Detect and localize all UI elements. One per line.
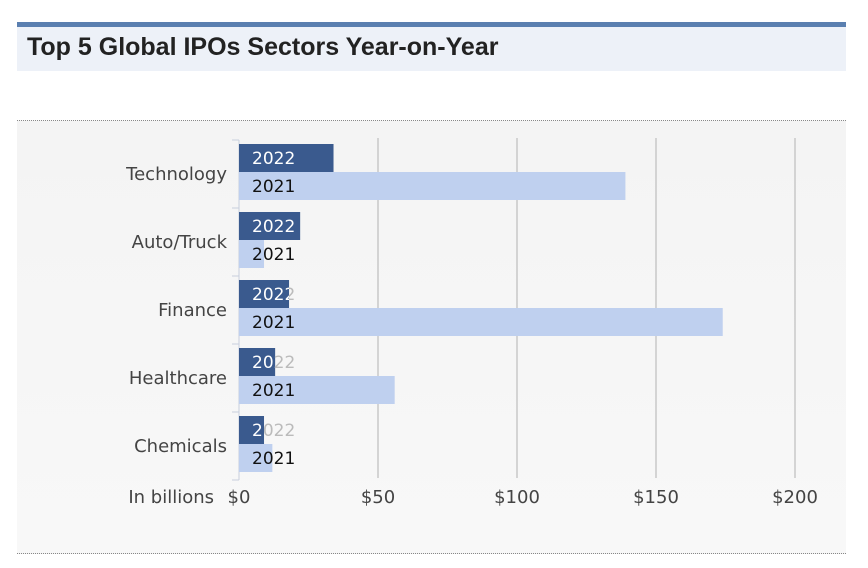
bar-label-2021-2: 2021 [252,313,295,333]
bar-label-2021-3: 2021 [252,381,295,401]
x-tick-label-0: $0 [228,487,251,508]
category-label-3: Healthcare [129,368,227,389]
bar-2022-3 [239,348,276,376]
bar-2022-0 [239,144,334,172]
category-label-4: Chemicals [134,436,227,457]
x-axis-title: In billions [128,487,214,508]
x-tick-label-2: $100 [494,487,540,508]
bar-2021-1 [239,240,265,268]
bar-label-2022-4: 2022 [252,421,295,441]
bar-label-2022-3: 2022 [252,353,295,373]
bar-2021-4 [239,444,273,472]
category-label-2: Finance [158,300,227,321]
bar-2021-3 [239,376,395,404]
bar-label-2021-1: 2021 [252,245,295,265]
bar-2022-2 [239,280,290,308]
bar-2021-2 [239,308,723,336]
x-tick-label-1: $50 [361,487,395,508]
bar-2021-0 [239,172,626,200]
x-tick-label-4: $200 [772,487,818,508]
title-top-rule [17,22,846,27]
title-bar: Top 5 Global IPOs Sectors Year-on-Year [17,27,846,71]
category-label-1: Auto/Truck [132,232,228,253]
x-tick-label-3: $150 [633,487,679,508]
bar-label-2021-0: 2021 [252,177,295,197]
bar-label-2021-4: 2021 [252,449,295,469]
bar-label-2022-2: 2022 [252,285,295,305]
bar-label-2022-1: 2022 [252,217,295,237]
bar-label-2022-0: 2022 [252,149,295,169]
bar-2022-4 [239,416,265,444]
page-title: Top 5 Global IPOs Sectors Year-on-Year [27,33,499,61]
category-label-0: Technology [125,164,227,185]
bar-2022-1 [239,212,301,240]
